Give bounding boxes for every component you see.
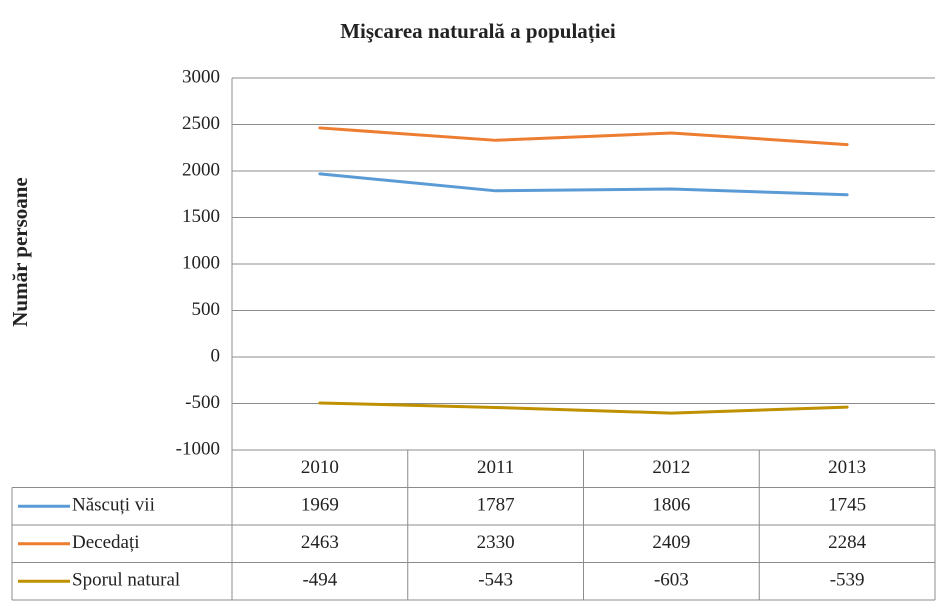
y-tick-label: 1000 (182, 252, 220, 273)
table-value: 1787 (477, 495, 515, 516)
y-tick-label: 0 (211, 345, 221, 366)
legend-label: Născuți vii (72, 495, 155, 516)
table-value: 2284 (828, 532, 867, 553)
y-tick-label: 500 (192, 299, 221, 320)
x-tick-label: 2013 (828, 457, 866, 478)
y-tick-label: -500 (185, 392, 220, 413)
table-value: 2409 (652, 532, 690, 553)
legend-label: Sporul natural (72, 570, 180, 591)
table-value: 2330 (477, 532, 515, 553)
table-value: 1745 (828, 495, 866, 516)
table-value: -543 (478, 570, 513, 591)
chart-title: Mişcarea naturală a populației (340, 19, 616, 44)
y-tick-label: 3000 (182, 66, 220, 87)
table-value: -539 (830, 570, 865, 591)
x-tick-label: 2012 (652, 457, 690, 478)
table-value: 1969 (301, 495, 339, 516)
series-line (318, 126, 849, 147)
legend-label: Decedați (72, 532, 140, 553)
table-value: 1806 (652, 495, 690, 516)
series-line (318, 172, 849, 197)
x-tick-label: 2011 (477, 457, 514, 478)
y-tick-label: 2000 (182, 159, 220, 180)
y-tick-label: 2500 (182, 113, 220, 134)
y-tick-label: -1000 (176, 438, 220, 459)
y-tick-label: 1500 (182, 206, 220, 227)
y-axis-label: Număr persoane (8, 177, 32, 327)
x-tick-label: 2010 (301, 457, 339, 478)
table-value: -603 (654, 570, 689, 591)
table-value: 2463 (301, 532, 339, 553)
table-value: -494 (302, 570, 337, 591)
series-line (318, 401, 849, 415)
